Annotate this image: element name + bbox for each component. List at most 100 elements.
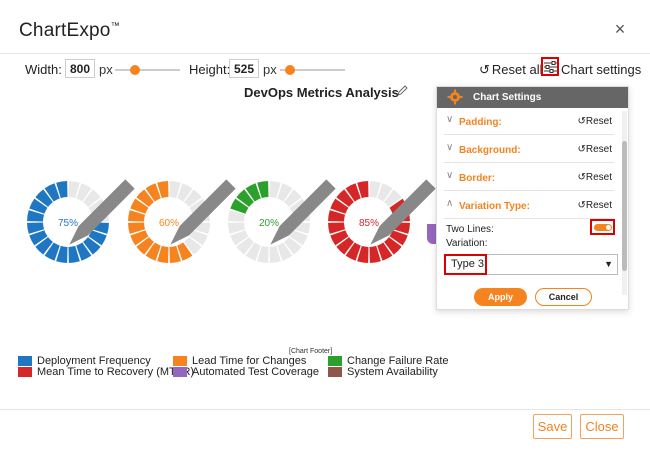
variation-selected-value[interactable]: Type 3 [444,254,487,275]
donut-segment [68,181,80,199]
donut-chart[interactable]: 20% [227,179,336,264]
donut-segment [377,242,393,261]
reset-icon: ↺ [479,62,490,77]
variation-label: Variation: [446,238,488,249]
two-lines-toggle[interactable] [594,224,612,231]
donut-segment [189,230,208,246]
two-lines-toggle-highlight [590,219,615,235]
chart-footer-tag[interactable]: [Chart Footer] [289,348,333,355]
donut-segment [230,230,249,246]
donut-segment [277,242,293,261]
donut-segment [56,181,68,199]
cancel-button[interactable]: Cancel [535,288,592,306]
donut-segment [35,237,53,255]
edit-pencil-icon[interactable] [361,170,445,254]
chevron-up-icon[interactable]: ∧ [446,198,454,209]
reset-variation-button[interactable]: ↺Reset [577,200,612,211]
donut-segment [157,181,169,199]
donut-segment [177,242,193,261]
donut-segment [357,245,369,263]
height-slider[interactable] [280,65,345,75]
row-padding[interactable]: ∨ Padding: ↺Reset [444,108,614,135]
height-input[interactable]: 525 [229,59,259,78]
save-button[interactable]: Save [533,414,572,439]
donut-segment [377,183,393,202]
donut-chart[interactable]: 85% [327,179,436,264]
dialog-header: ChartExpo™ × [0,0,650,54]
edit-pencil-icon[interactable] [60,170,144,254]
edit-pencil-icon[interactable] [161,170,245,254]
width-slider[interactable] [115,65,180,75]
donut-segment [277,183,293,202]
donut-segment [245,242,261,261]
width-slider-thumb[interactable] [129,65,140,75]
close-button[interactable]: Close [580,414,624,439]
donut-chart[interactable]: 60% [127,179,236,264]
width-input[interactable]: 800 [65,59,95,78]
chart-settings-button[interactable] [541,57,559,76]
chevron-down-icon[interactable]: ∨ [446,170,454,181]
legend-label: Mean Time to Recovery (MTTR) [37,366,195,378]
legend-label: System Availability [347,366,438,378]
donut-segment [357,181,369,199]
chart-legend: Deployment Frequency Lead Time for Change… [0,347,650,387]
width-label: Width: [25,62,62,77]
chevron-down-icon[interactable]: ∨ [446,114,454,125]
donut-segment [130,198,149,214]
chevron-down-icon[interactable]: ▼ [604,259,613,269]
edit-pencil-icon[interactable] [261,170,345,254]
legend-label: Automated Test Coverage [192,366,319,378]
legend-swatch [18,356,32,366]
variation-select[interactable]: Type 3 ▼ [444,254,618,275]
height-unit: px [263,62,277,77]
row-background[interactable]: ∨ Background: ↺Reset [444,136,614,163]
donut-segment [336,237,354,255]
donut-segment [245,183,261,202]
donut-segment [136,189,154,207]
donut-segment [76,242,92,261]
edit-title-icon[interactable] [397,85,408,96]
donut-segment [330,198,349,214]
donut-segment [184,237,202,255]
donut-segment [284,189,302,207]
donut-segment [328,210,346,222]
reset-border-button[interactable]: ↺Reset [577,172,612,183]
donut-segment [44,242,60,261]
panel-scrollbar[interactable] [622,111,627,295]
donut-chart[interactable]: 75% [26,179,135,264]
donut-segment [177,183,193,202]
chart-settings-label[interactable]: Chart settings [561,62,642,77]
reset-background-button[interactable]: ↺Reset [577,144,612,155]
row-variation-type[interactable]: ∧ Variation Type: ↺Reset [444,192,614,219]
donut-segment [29,230,48,246]
donut-value-label: 75% [58,218,78,229]
height-slider-thumb[interactable] [284,65,295,75]
donut-segment [236,237,254,255]
donut-segment [384,189,402,207]
reset-all-button[interactable]: ↺ Reset all [479,62,543,77]
donut-value-label: 60% [159,218,179,229]
toolbar: Width: 800 px Height: 525 px ↺ Reset all … [0,57,650,81]
donut-segment [369,245,381,263]
donut-segment [145,183,161,202]
row-label: Border: [459,173,496,184]
donut-segment [136,237,154,255]
row-label: Background: [459,145,521,156]
row-border[interactable]: ∨ Border: ↺Reset [444,164,614,191]
donut-segment [257,181,269,199]
row-label: Padding: [459,117,502,128]
apply-button[interactable]: Apply [474,288,527,306]
donut-segment [336,189,354,207]
reset-padding-button[interactable]: ↺Reset [577,116,612,127]
two-lines-label: Two Lines: [446,224,494,235]
close-icon[interactable]: × [614,19,626,39]
donut-segment [169,181,181,199]
chevron-down-icon[interactable]: ∨ [446,142,454,153]
donut-segment [83,237,101,255]
donut-segment [56,245,68,263]
donut-segment [269,245,281,263]
legend-label: Change Failure Rate [347,355,449,367]
donut-segment [29,198,48,214]
donut-segment [35,189,53,207]
scrollbar-thumb[interactable] [622,141,627,271]
